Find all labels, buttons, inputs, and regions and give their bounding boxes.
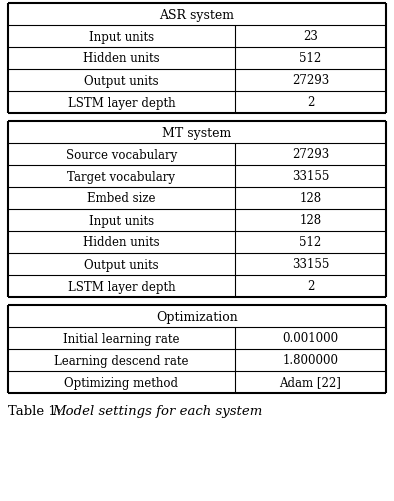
Text: Input units: Input units bbox=[89, 31, 154, 44]
Text: Optimizing method: Optimizing method bbox=[64, 376, 178, 389]
Text: 33155: 33155 bbox=[292, 258, 329, 271]
Text: Model settings for each system: Model settings for each system bbox=[52, 404, 263, 417]
Text: 0.001000: 0.001000 bbox=[282, 332, 338, 345]
Text: 1.800000: 1.800000 bbox=[282, 354, 338, 367]
Text: Source vocabulary: Source vocabulary bbox=[66, 148, 177, 161]
Text: Initial learning rate: Initial learning rate bbox=[63, 332, 180, 345]
Text: Learning descend rate: Learning descend rate bbox=[54, 354, 189, 367]
Text: Output units: Output units bbox=[84, 258, 159, 271]
Text: Hidden units: Hidden units bbox=[83, 236, 160, 249]
Text: MT system: MT system bbox=[162, 126, 232, 139]
Text: Hidden units: Hidden units bbox=[83, 53, 160, 65]
Text: ASR system: ASR system bbox=[160, 9, 234, 22]
Text: 27293: 27293 bbox=[292, 74, 329, 87]
Text: 27293: 27293 bbox=[292, 148, 329, 161]
Text: Output units: Output units bbox=[84, 74, 159, 87]
Text: Adam [22]: Adam [22] bbox=[279, 376, 341, 389]
Text: 33155: 33155 bbox=[292, 170, 329, 183]
Text: 23: 23 bbox=[303, 31, 318, 44]
Text: 128: 128 bbox=[299, 192, 322, 205]
Text: 512: 512 bbox=[299, 236, 322, 249]
Text: Table 1:: Table 1: bbox=[8, 404, 65, 417]
Text: 512: 512 bbox=[299, 53, 322, 65]
Text: LSTM layer depth: LSTM layer depth bbox=[68, 96, 175, 109]
Text: 2: 2 bbox=[307, 96, 314, 109]
Text: 128: 128 bbox=[299, 214, 322, 227]
Text: Optimization: Optimization bbox=[156, 310, 238, 323]
Text: LSTM layer depth: LSTM layer depth bbox=[68, 280, 175, 293]
Text: Embed size: Embed size bbox=[87, 192, 156, 205]
Text: Target vocabulary: Target vocabulary bbox=[67, 170, 175, 183]
Text: Input units: Input units bbox=[89, 214, 154, 227]
Text: 2: 2 bbox=[307, 280, 314, 293]
